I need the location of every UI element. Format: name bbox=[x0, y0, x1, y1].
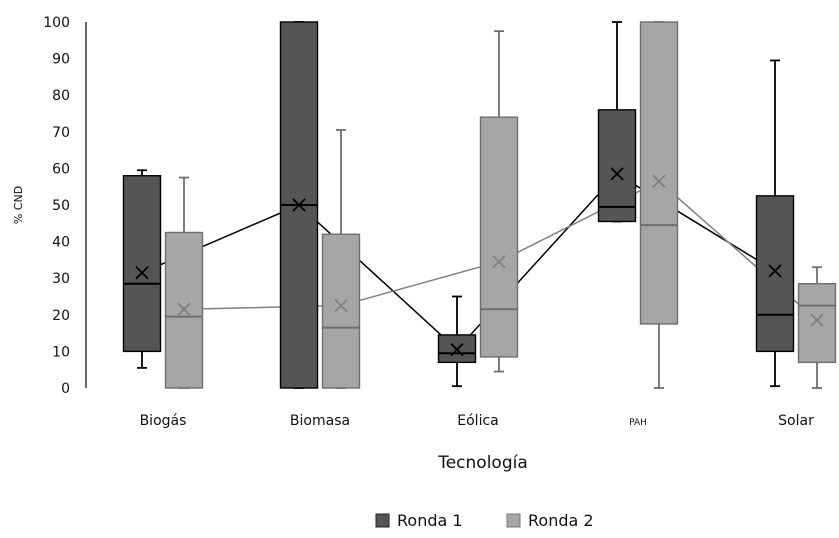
y-tick-label-30: 30 bbox=[52, 271, 70, 287]
legend-label-ronda-1: Ronda 1 bbox=[397, 511, 463, 530]
category-label-solar: Solar bbox=[778, 413, 814, 429]
box-ronda-1-pah bbox=[597, 21, 637, 223]
box-ronda-2-eolica bbox=[479, 30, 519, 373]
legend: Ronda 1 Ronda 2 bbox=[375, 511, 594, 530]
box-ronda-2-biogas bbox=[164, 176, 204, 389]
category-label-eolica: Eólica bbox=[457, 413, 498, 429]
mean-marker-ronda-2-solar bbox=[810, 313, 824, 327]
y-tick-label-90: 90 bbox=[52, 52, 70, 68]
box-ronda-2-pah bbox=[639, 21, 679, 389]
mean-marker-ronda-1-eolica bbox=[450, 342, 464, 357]
legend-label-ronda-2: Ronda 2 bbox=[528, 511, 594, 530]
mean-markers bbox=[135, 167, 824, 357]
y-tick-label-40: 40 bbox=[52, 235, 70, 251]
category-label-pah: PAH bbox=[629, 418, 647, 428]
iqr-box bbox=[797, 282, 837, 364]
mean-marker-ronda-1-pah bbox=[610, 167, 624, 181]
y-tick-label-80: 80 bbox=[52, 88, 70, 104]
box-ronda-2-biomasa bbox=[321, 129, 361, 389]
iqr-box bbox=[597, 109, 637, 223]
y-axis-label: % CND bbox=[12, 186, 25, 224]
y-tick-label-0: 0 bbox=[61, 381, 70, 397]
y-tick-label-50: 50 bbox=[52, 198, 70, 214]
mean-marker-ronda-2-pah bbox=[652, 174, 666, 188]
box-ronda-1-eolica bbox=[437, 295, 477, 388]
iqr-box bbox=[479, 116, 519, 358]
iqr-box bbox=[122, 175, 162, 353]
boxes bbox=[122, 21, 837, 389]
y-tick-labels: 0 10 20 30 40 50 60 70 80 90 100 bbox=[43, 15, 70, 397]
category-label-biogas: Biogás bbox=[140, 413, 187, 429]
box-ronda-1-biogas bbox=[122, 169, 162, 369]
box-ronda-2-solar bbox=[797, 266, 837, 389]
mean-marker-ronda-1-biomasa bbox=[292, 198, 306, 212]
iqr-box bbox=[321, 233, 361, 389]
y-tick-label-70: 70 bbox=[52, 125, 70, 141]
category-label-biomasa: Biomasa bbox=[290, 413, 350, 429]
x-axis-label: Tecnología bbox=[437, 453, 528, 473]
mean-marker-ronda-2-eolica bbox=[492, 255, 506, 269]
iqr-box bbox=[755, 195, 795, 353]
y-tick-label-20: 20 bbox=[52, 308, 70, 324]
category-labels: Biogás Biomasa Eólica PAH Solar bbox=[140, 413, 814, 429]
mean-connector-lines bbox=[141, 172, 818, 351]
iqr-box bbox=[639, 21, 679, 325]
mean-marker-ronda-1-solar bbox=[768, 264, 782, 278]
mean-marker-ronda-2-biogas bbox=[177, 302, 191, 316]
box-ronda-1-solar bbox=[755, 59, 795, 388]
mean-marker-ronda-2-biomasa bbox=[334, 299, 348, 313]
legend-swatch-ronda-1 bbox=[375, 513, 390, 528]
mean-marker-ronda-1-biogas bbox=[135, 266, 149, 280]
y-tick-label-100: 100 bbox=[43, 15, 70, 31]
y-tick-label-10: 10 bbox=[52, 344, 70, 360]
y-tick-label-60: 60 bbox=[52, 161, 70, 177]
legend-swatch-ronda-2 bbox=[506, 513, 521, 528]
